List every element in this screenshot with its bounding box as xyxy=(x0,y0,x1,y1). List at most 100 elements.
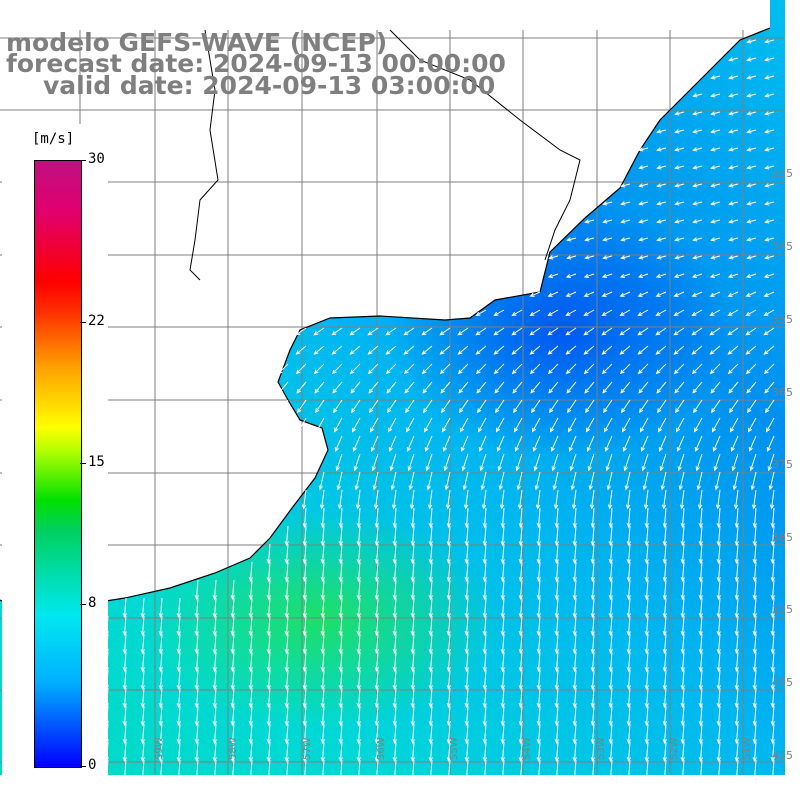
wind-arrow xyxy=(771,633,775,653)
wind-arrow xyxy=(548,345,559,355)
wind-arrow xyxy=(267,579,271,599)
wind-arrow-head xyxy=(626,523,631,529)
wind-arrow-head xyxy=(547,330,553,336)
wind-arrow-head xyxy=(536,739,541,745)
wind-arrow-head xyxy=(763,330,769,336)
wind-arrow xyxy=(537,687,541,707)
wind-arrow-head xyxy=(752,667,757,673)
wind-arrow-head xyxy=(746,93,752,98)
wind-arrow xyxy=(627,579,631,599)
wind-arrow-head xyxy=(584,237,590,242)
wind-arrow-head xyxy=(572,631,577,637)
wind-arrow-head xyxy=(602,219,608,224)
wind-arrow xyxy=(494,363,505,374)
wind-arrow-head xyxy=(410,685,415,691)
wind-arrow xyxy=(501,759,505,779)
wind-arrow-head xyxy=(536,757,541,763)
wind-arrow xyxy=(425,435,433,452)
wind-arrow xyxy=(621,399,631,413)
wind-arrow-head xyxy=(314,388,319,394)
wind-arrow-head xyxy=(674,129,680,134)
wind-arrow-head xyxy=(297,427,303,433)
wind-arrow xyxy=(303,489,307,509)
wind-arrow xyxy=(285,615,289,635)
wind-arrow-head xyxy=(536,667,541,673)
wind-arrow xyxy=(764,273,775,278)
wind-arrow-head xyxy=(601,273,607,279)
wind-arrow xyxy=(447,597,451,617)
wind-arrow-head xyxy=(638,147,644,152)
wind-arrow-head xyxy=(565,311,571,316)
wind-arrow xyxy=(429,669,433,689)
wind-arrow-head xyxy=(500,541,505,547)
wind-arrow xyxy=(515,435,523,452)
wind-arrow-head xyxy=(626,685,631,691)
wind-arrow xyxy=(195,723,199,743)
wind-arrow-head xyxy=(176,721,181,727)
wind-arrow-head xyxy=(607,504,613,510)
wind-arrow xyxy=(771,615,775,635)
wind-arrow xyxy=(657,255,667,259)
wind-arrow-head xyxy=(767,466,772,472)
wind-arrow xyxy=(603,219,613,223)
wind-arrow-head xyxy=(212,757,217,763)
wind-arrow xyxy=(375,669,379,689)
wind-arrow-head xyxy=(499,504,505,510)
wind-arrow-head xyxy=(302,703,307,709)
wind-arrow xyxy=(699,723,703,743)
wind-arrow-head xyxy=(313,350,319,355)
wind-arrow-head xyxy=(320,775,325,781)
wind-arrow xyxy=(519,651,523,671)
wind-arrow xyxy=(483,669,487,689)
wind-arrow-head xyxy=(482,523,487,529)
wind-arrow-head xyxy=(536,685,541,691)
wind-arrow xyxy=(371,435,379,452)
wind-arrow xyxy=(285,561,289,581)
wind-arrow xyxy=(296,363,307,374)
wind-arrow xyxy=(729,57,739,61)
wind-arrow xyxy=(746,309,757,316)
wind-arrow xyxy=(711,93,721,97)
wind-arrow xyxy=(548,273,559,278)
wind-arrow-head xyxy=(284,721,289,727)
wind-arrow xyxy=(573,741,577,761)
wind-arrow xyxy=(411,633,415,653)
wind-arrow xyxy=(465,507,469,527)
wind-arrow xyxy=(627,543,631,563)
wind-arrow-head xyxy=(698,721,703,727)
wind-arrow-head xyxy=(439,350,445,355)
wind-arrow-head xyxy=(248,703,253,709)
wind-arrow xyxy=(749,435,757,452)
wind-arrow xyxy=(606,453,613,471)
model-title: modelo GEFS-WAVE (NCEP) xyxy=(6,28,388,57)
wind-arrow xyxy=(681,669,685,689)
wind-arrow-head xyxy=(727,350,733,355)
wind-arrow xyxy=(530,381,541,394)
wind-arrow xyxy=(494,381,505,394)
wind-arrow xyxy=(609,597,613,617)
wind-arrow xyxy=(567,237,577,241)
wind-arrow-head xyxy=(655,311,661,316)
wind-arrow xyxy=(249,687,253,707)
wind-arrow xyxy=(674,273,685,278)
wind-arrow xyxy=(765,165,775,169)
wind-arrow-head xyxy=(572,757,577,763)
wind-arrow-head xyxy=(554,541,559,547)
wind-arrow-head xyxy=(248,775,253,781)
wind-arrow-head xyxy=(421,350,427,355)
wind-arrow-head xyxy=(662,595,667,601)
wind-arrow-head xyxy=(500,703,505,709)
wind-arrow-head xyxy=(266,685,271,691)
wind-arrow xyxy=(393,597,397,617)
wind-arrow xyxy=(339,759,343,779)
wind-arrow-head xyxy=(356,685,361,691)
wind-arrow xyxy=(710,381,721,394)
wind-arrow-head xyxy=(698,649,703,655)
wind-arrow-head xyxy=(601,311,607,316)
wind-arrow xyxy=(339,489,343,509)
wind-arrow xyxy=(711,201,721,205)
wind-arrow-head xyxy=(640,446,645,453)
wind-arrow xyxy=(620,363,631,374)
wind-arrow xyxy=(709,327,721,336)
wind-arrow xyxy=(601,327,613,336)
